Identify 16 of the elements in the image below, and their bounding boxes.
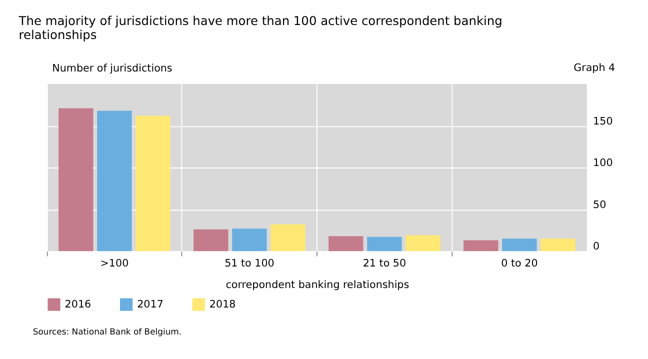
chart-title: The majority of jurisdictions have more than 100 active correspondent banking relationships bbox=[18, 14, 502, 42]
x-tick-label: >100 bbox=[100, 258, 129, 270]
caption: Graph 4 bbox=[574, 62, 616, 74]
legend-label: 2016 bbox=[64, 298, 92, 310]
x-tick-label: 51 to 100 bbox=[224, 258, 274, 270]
x-tick-label: 0 to 20 bbox=[501, 258, 538, 270]
x-tick-label: 21 to 50 bbox=[362, 258, 406, 270]
y-tick-label: 100 bbox=[593, 157, 613, 170]
legend-label: 2018 bbox=[209, 298, 236, 310]
y-tick-label: 0 bbox=[593, 240, 600, 253]
x-axis-title: correpondent banking relationships bbox=[226, 279, 410, 292]
source-note: Sources: National Bank of Belgium. bbox=[32, 326, 182, 337]
y-axis-title: Number of jurisdictions bbox=[52, 62, 172, 74]
legend-label: 2017 bbox=[137, 298, 164, 310]
y-tick-label: 50 bbox=[593, 198, 606, 211]
y-tick-label: 150 bbox=[593, 115, 613, 128]
